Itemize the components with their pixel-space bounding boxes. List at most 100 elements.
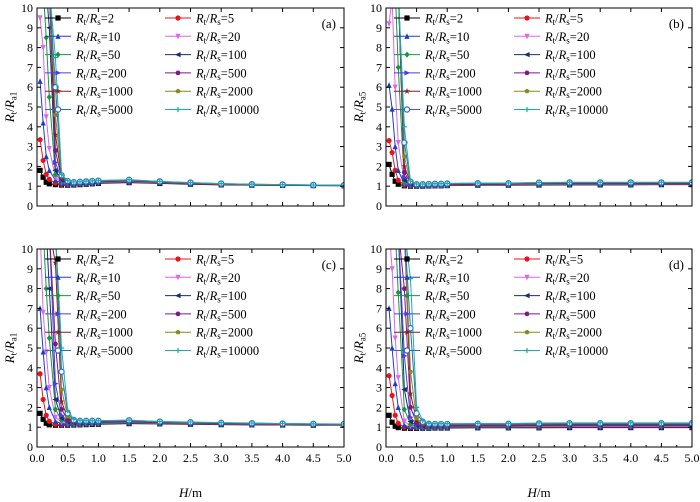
panel-b-ylabel-r2: R (351, 100, 366, 109)
panel-a-legend-label-2: Rt/Rs=10 (75, 30, 120, 46)
panel-c-series-2-point-4 (52, 418, 59, 424)
panel-b-legend-label-10-slash: / (435, 103, 439, 117)
panel-b-legend-label-3-r2: R (558, 30, 567, 44)
panel-c-series-0-point-1 (40, 416, 46, 422)
panel-a-legend-label-11-sub1: t (204, 109, 207, 119)
panel-a-legend-label-8-r1: R (75, 85, 84, 99)
panel-c-legend-label-6-r2: R (89, 307, 98, 321)
panel-b-series-2-point-1 (389, 105, 395, 112)
panel-a-series-line-11 (50, 8, 344, 186)
panel-d-legend-label-8-sub1: t (433, 331, 436, 341)
panel-a-legend-label-8-r2: R (89, 85, 98, 99)
panel-d-legend-marker-2 (404, 274, 410, 280)
panel-a-series-9-point-4 (52, 112, 58, 118)
panel-b-series-11-point-12 (475, 180, 481, 186)
panel-a-legend-label-10-r1: R (75, 103, 84, 117)
panel-a-series-0-point-3 (46, 181, 52, 187)
panel-b-legend-label-9: Rt/Rs=2000 (544, 85, 602, 101)
panel-d-series-1-point-1 (389, 392, 395, 399)
panel-a-series-0-point-0 (37, 167, 43, 173)
panel-a-legend-marker-10 (54, 106, 62, 113)
panel-c-legend-label-1-r1: R (195, 253, 204, 267)
panel-c-legend-label-8-value: =1000 (101, 326, 133, 340)
panel-c-legend-label-4: Rt/Rs=50 (75, 289, 120, 305)
panel-d-series-0-point-2 (392, 423, 398, 429)
panel-b-series-1-point-1 (389, 149, 395, 156)
panel-c-legend-label-6-value: =200 (101, 307, 127, 321)
panel-c-legend-label-7-value: =500 (221, 307, 247, 321)
panel-b-legend-label-5-sub1: t (553, 54, 556, 64)
panel-d-legend-label-3-r1: R (544, 271, 553, 285)
panel-c-legend-label-3-sub2: s (217, 276, 221, 286)
panel-c-series-7-point-5 (58, 407, 65, 412)
panel-b-legend-label-1-sub2: s (566, 17, 570, 27)
panel-d-ytick-label-5: 5 (376, 341, 382, 355)
panel-d-ylabel-sub1: t (358, 352, 368, 355)
panel-c-ylabel: Rt/Ra1 (2, 333, 19, 365)
panel-b-legend-label-5-r2: R (558, 48, 567, 62)
panel-c-legend-label-0-sub1: t (84, 258, 87, 268)
panel-c-legend-label-10-r2: R (89, 344, 98, 358)
panel-b-series-11-point-18 (658, 179, 664, 185)
panel-d-series-3-point-1 (389, 266, 395, 272)
panel-b-legend-label-7-value: =500 (570, 66, 596, 80)
panel-d-series-11-point-15 (567, 420, 573, 426)
panel-a-series-11-point-13 (157, 178, 163, 185)
panel-d-xlabel: H/m (526, 485, 550, 500)
panel-c-legend-label-3-value: =20 (221, 271, 241, 285)
panel-d-legend-label-1-value: =5 (570, 253, 583, 267)
panel-b-legend-label-3-slash: / (555, 30, 559, 44)
panel-c-legend-marker-2 (55, 274, 61, 280)
panel-d-xtick-label-6: 3.0 (562, 451, 577, 465)
panel-d-series-9-point-6 (414, 415, 420, 421)
panel-c-legend-label-11: Rt/Rs=10000 (195, 344, 259, 360)
panel-c-legend-label-4-sub1: t (84, 295, 87, 305)
panel-b-ytick-label-10: 10 (370, 1, 382, 15)
panel-c-legend-label-5-sub1: t (204, 295, 207, 305)
panel-b-legend-label-11-value: =10000 (570, 103, 608, 117)
panel-c-legend-label-10-sub2: s (97, 350, 101, 360)
panel-a-legend-label-10-value: =5000 (101, 103, 133, 117)
panel-b-series-4-point-3 (395, 64, 401, 71)
panel-b-series-0-point-2 (392, 178, 398, 184)
panel-a-series-2-point-2 (43, 153, 49, 160)
panel-a-legend-label-4-r2: R (89, 48, 98, 62)
panel-d-xlabel-var: H (526, 485, 537, 500)
panel-d-series-line-1 (388, 375, 692, 429)
panel-d-series-11-point-18 (658, 420, 664, 426)
panel-b-series-11-point-14 (536, 179, 542, 186)
panel-c-series-6-point-4 (52, 381, 59, 387)
panel-d-ylabel: Rt/Ra5 (351, 332, 368, 364)
panel-b-legend-label-6: Rt/Rs=200 (424, 66, 476, 82)
panel-c-legend-label-3: Rt/Rs=20 (195, 271, 240, 287)
panel-a-series-11-point-15 (218, 181, 224, 187)
panel-c-legend-label-4-sub2: s (97, 295, 101, 305)
panel-c-ytick-label-3: 3 (27, 381, 33, 395)
panel-d-legend-marker-9 (524, 329, 530, 335)
panel-c-legend-marker-4 (55, 292, 61, 299)
panel-a-series-11-point-12 (126, 177, 132, 183)
panel-d-ylabel-sub2: a5 (358, 332, 368, 341)
panel-a-legend-label-6-sub1: t (84, 72, 87, 82)
panel-a-series-1-point-3 (46, 176, 52, 182)
panel-a-legend-label-10-sub1: t (84, 109, 87, 119)
panel-b-ytick-label-5: 5 (376, 100, 382, 114)
panel-a-legend-label-7-slash: / (206, 66, 210, 80)
panel-c-legend-marker-7 (175, 311, 181, 317)
panel-d-ytick-label-2: 2 (376, 400, 382, 414)
panel-a-legend-marker-6 (55, 70, 62, 76)
panel-d-plot-area (386, 249, 692, 431)
panel-c-legend-marker-0 (55, 256, 61, 262)
panel-a-legend-label-8-sub2: s (97, 90, 101, 100)
panel-c-series-2-point-2 (43, 384, 49, 391)
panel-c-series-7-point-4 (52, 341, 59, 347)
panel-c-xtick-label-5: 2.5 (183, 451, 198, 465)
panel-c-legend-label-8-sub1: t (84, 331, 87, 341)
panel-d-xtick-label-9: 4.5 (654, 451, 669, 465)
panel-c-series-1-point-0 (37, 371, 43, 377)
panel-c-series-2-point-1 (40, 348, 46, 355)
panel-d: 0.0 0.5 1.0 1.5 2.0 2.5 3.0 3.5 4.0 4.5 5.0 0 1 2 3 4 5 6… (351, 242, 700, 500)
panel-d-legend-label-11-slash: / (555, 344, 559, 358)
panel-a-series-4-point-2 (43, 34, 49, 41)
panel-b-legend-label-2-r1: R (424, 30, 433, 44)
